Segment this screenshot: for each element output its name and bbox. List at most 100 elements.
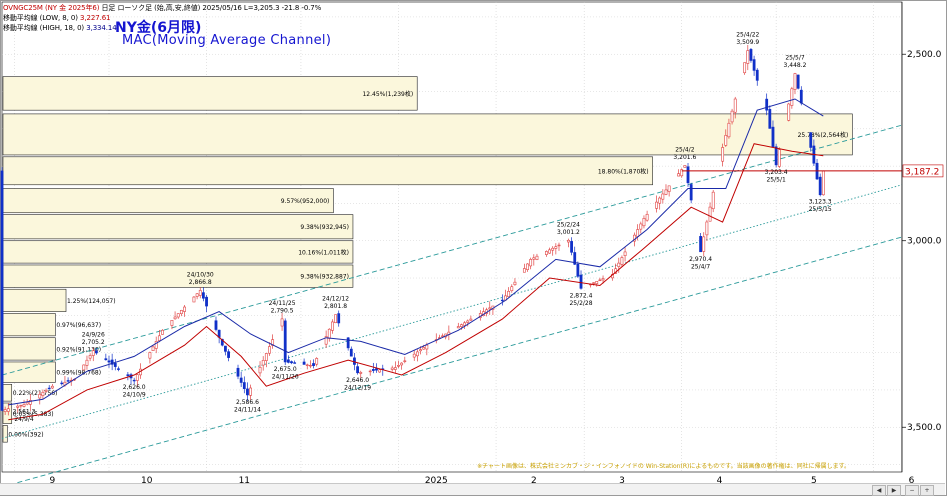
candle-body bbox=[161, 329, 164, 335]
candle-body bbox=[183, 306, 186, 312]
candle-body bbox=[246, 388, 249, 396]
annotation-label: 25/4/7 bbox=[691, 263, 710, 270]
header-last: L=3,205.3 bbox=[243, 4, 280, 12]
ma-high-label: 移動平均線 (HIGH, 18, 0) bbox=[3, 24, 85, 32]
candle-body bbox=[463, 322, 466, 326]
candle-body bbox=[236, 367, 240, 377]
annotation-label: 25/2/28 bbox=[569, 300, 592, 307]
candle-body bbox=[85, 359, 89, 366]
channel-line bbox=[1, 236, 903, 488]
candle-body bbox=[312, 363, 315, 366]
candle-body bbox=[733, 98, 737, 113]
annotation-label: 24/12/19 bbox=[344, 384, 371, 391]
candle-body bbox=[743, 62, 747, 74]
candle-body bbox=[765, 98, 769, 111]
candle-body bbox=[677, 173, 680, 177]
volume-profile-bar bbox=[2, 313, 56, 337]
candle-body bbox=[705, 221, 709, 236]
chart-subtitle: MAC(Moving Average Channel) bbox=[122, 33, 332, 48]
candle-body bbox=[261, 360, 265, 366]
candle-body bbox=[334, 314, 337, 324]
candle-body bbox=[22, 404, 26, 407]
volume-profile-label: 0.99%(98,768) bbox=[56, 370, 101, 377]
volume-profile-label: 0.92%(91,130) bbox=[56, 346, 101, 353]
candle-body bbox=[702, 236, 706, 252]
zoom-in-button[interactable]: + bbox=[920, 485, 934, 496]
candle-body bbox=[488, 307, 492, 310]
candle-body bbox=[658, 197, 662, 204]
candle-body bbox=[375, 368, 378, 371]
candle-body bbox=[664, 189, 668, 195]
volume-profile-label: 25.78%(2,564枚) bbox=[798, 131, 849, 139]
volume-profile-label: 9.38%(932,887) bbox=[300, 274, 349, 281]
copyright-notice: ※チャート画像は、株式会社ミンカブ・ジ・インフォノイドの Win-Station… bbox=[477, 462, 850, 470]
candle-body bbox=[324, 336, 328, 345]
candle-body bbox=[327, 328, 331, 339]
scroll-left-button[interactable]: ◀ bbox=[872, 485, 886, 496]
candle-body bbox=[195, 293, 199, 297]
candle-body bbox=[412, 353, 416, 358]
annotation-label: 24/12/12 bbox=[322, 296, 349, 303]
candle-body bbox=[680, 169, 684, 177]
volume-profile-bar bbox=[2, 156, 653, 186]
candle-body bbox=[220, 338, 224, 346]
candle-body bbox=[639, 223, 643, 230]
x-tick-label: 2025 bbox=[425, 476, 448, 486]
annotation-label: 2,646.0 bbox=[346, 377, 369, 384]
candle-body bbox=[510, 286, 514, 292]
candle-body bbox=[818, 176, 822, 196]
annotation-label: 24/10/30 bbox=[187, 271, 214, 278]
candle-body bbox=[441, 335, 444, 337]
header-pct: -0.7% bbox=[301, 4, 322, 12]
annotation-label: 3,509.9 bbox=[736, 39, 759, 46]
annotation-label: 24/11/26 bbox=[272, 373, 299, 380]
volume-profile-label: 18.80%(1,870枚) bbox=[598, 167, 649, 175]
candle-body bbox=[768, 109, 772, 129]
x-tick-label: 11 bbox=[239, 476, 250, 486]
candle-body bbox=[293, 362, 297, 364]
candle-body bbox=[44, 389, 48, 392]
candle-body bbox=[82, 364, 86, 371]
candle-body bbox=[689, 184, 693, 201]
candle-body bbox=[135, 374, 139, 381]
x-tick-label: 5 bbox=[811, 476, 817, 486]
candle-body bbox=[88, 355, 92, 359]
candle-body bbox=[41, 391, 45, 396]
annotation-label: 3,201.6 bbox=[673, 154, 696, 161]
candle-body bbox=[749, 49, 753, 61]
candle-body bbox=[821, 170, 825, 196]
volume-profile-label: 0.97%(96,637) bbox=[56, 322, 101, 329]
annotation-label: 2,866.8 bbox=[189, 279, 212, 286]
annotation-label: 24/11/14 bbox=[234, 406, 261, 413]
candle-body bbox=[50, 385, 54, 389]
candle-body bbox=[239, 377, 243, 383]
candle-body bbox=[526, 263, 529, 270]
candle-body bbox=[308, 364, 312, 367]
candle-body bbox=[777, 149, 781, 167]
x-tick-label: 2 bbox=[531, 476, 537, 486]
candle-body bbox=[522, 268, 526, 273]
header-line-1: OVNGC25M (NY 金 2025年6) 日足 ローソク足 (始,高,安,終… bbox=[3, 3, 321, 13]
candle-body bbox=[623, 251, 627, 256]
x-tick-label: 10 bbox=[141, 476, 153, 486]
ma-low-value: 3,227.61 bbox=[80, 14, 111, 22]
candle-body bbox=[771, 126, 775, 147]
candle-body bbox=[3, 409, 7, 412]
annotation-label: 2,626.0 bbox=[123, 384, 146, 391]
candle-body bbox=[151, 346, 155, 351]
candle-body bbox=[787, 103, 791, 121]
volume-profile-bar bbox=[2, 402, 13, 424]
scroll-right-button[interactable]: ▶ bbox=[887, 485, 901, 496]
candle-body bbox=[617, 262, 621, 267]
candle-body bbox=[699, 236, 703, 253]
price-tick-label: 3,000.0 bbox=[907, 237, 942, 247]
candle-body bbox=[283, 320, 287, 363]
price-tick-label: 2,500.0 bbox=[907, 50, 942, 60]
annotation-label: 2,872.4 bbox=[570, 292, 593, 299]
horizontal-scrollbar[interactable]: ◀ ▶ − + bbox=[0, 483, 945, 496]
candle-body bbox=[346, 337, 350, 349]
candle-body bbox=[198, 290, 202, 296]
zoom-out-button[interactable]: − bbox=[905, 485, 919, 496]
candle-body bbox=[793, 73, 797, 90]
candle-body bbox=[667, 185, 671, 192]
